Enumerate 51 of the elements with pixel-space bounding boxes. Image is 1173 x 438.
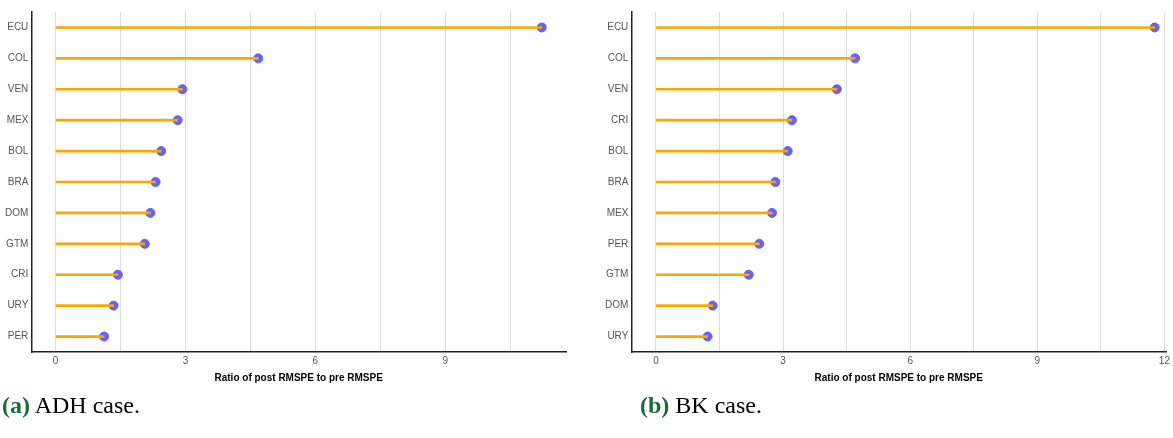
- y-tick-label: URY: [7, 299, 29, 311]
- bar: [55, 118, 178, 122]
- x-tick-label: 0: [653, 354, 660, 366]
- bar: [55, 87, 183, 91]
- y-tick-label: CRI: [611, 113, 629, 125]
- bar: [656, 87, 838, 91]
- bar: [656, 26, 1155, 29]
- x-tick-label: 0: [52, 354, 59, 366]
- bar: [656, 57, 856, 60]
- bar: [656, 118, 793, 122]
- x-tick-label: 9: [442, 354, 449, 366]
- y-tick-label: VEN: [7, 83, 29, 95]
- y-tick-label: BRA: [7, 175, 29, 187]
- y-tick-label: BRA: [607, 175, 629, 187]
- y-tick-label: PER: [7, 330, 29, 342]
- y-tick-label: COL: [7, 52, 29, 64]
- y-tick-label: GTM: [606, 268, 629, 280]
- text: (b) BK case.: [640, 392, 762, 419]
- y-tick-label: BOL: [8, 144, 29, 156]
- bar: [55, 242, 146, 246]
- bar: [656, 335, 708, 338]
- bar: [656, 304, 714, 307]
- bar: [656, 242, 760, 246]
- x-tick-label: 6: [312, 354, 319, 366]
- bar: [55, 335, 105, 338]
- x-axis-title: Ratio of post RMSPE to pre RMSPE: [214, 371, 384, 383]
- y-tick-label: PER: [607, 237, 629, 249]
- bar: [55, 57, 259, 60]
- y-tick-label: CRI: [11, 268, 29, 280]
- x-tick-label: 3: [182, 354, 189, 366]
- text: (a) ADH case.: [2, 392, 140, 419]
- y-tick-label: VEN: [607, 83, 629, 95]
- bar: [55, 304, 114, 307]
- bar: [55, 26, 543, 29]
- y-tick-label: URY: [607, 330, 629, 342]
- x-tick-label: 12: [1158, 354, 1171, 366]
- x-tick-label: 6: [907, 354, 914, 366]
- y-tick-label: MEX: [606, 206, 629, 218]
- bar: [55, 273, 119, 277]
- y-tick-label: MEX: [6, 113, 29, 125]
- y-tick-label: ECU: [7, 21, 29, 33]
- y-tick-label: ECU: [607, 21, 629, 33]
- bar: [656, 273, 750, 277]
- y-tick-label: DOM: [604, 299, 629, 311]
- y-tick-label: COL: [607, 52, 629, 64]
- x-tick-label: 3: [780, 354, 787, 366]
- y-tick-label: DOM: [4, 206, 29, 218]
- y-tick-label: BOL: [608, 144, 629, 156]
- x-axis-title: Ratio of post RMSPE to pre RMSPE: [814, 371, 984, 383]
- y-tick-label: GTM: [6, 237, 29, 249]
- x-tick-label: 9: [1034, 354, 1041, 366]
